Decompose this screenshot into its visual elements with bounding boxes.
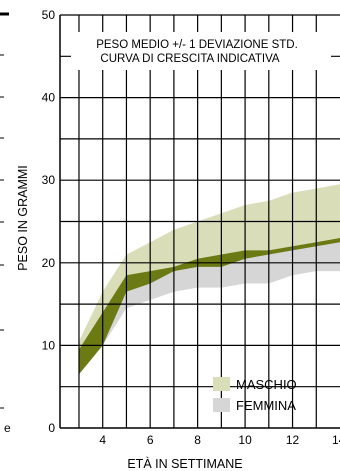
legend-swatch-femmina: [213, 398, 230, 412]
legend: MASCHIO FEMMINA: [213, 377, 297, 413]
x-axis-title: ETÀ IN SETTIMANE: [127, 456, 242, 471]
axes: [59, 14, 340, 429]
grid: [60, 15, 340, 428]
maschio-mean-band: [79, 238, 340, 375]
edge-fragment-text: e: [4, 421, 11, 435]
annotation-background: [71, 32, 331, 70]
legend-label-maschio: MASCHIO: [236, 377, 297, 392]
y-tick-label: 0: [48, 421, 55, 435]
annotation-line-1: PESO MEDIO +/- 1 DEVIAZIONE STD.: [96, 39, 298, 51]
plot-area: [79, 184, 340, 375]
x-tick-label: 10: [238, 433, 252, 447]
y-axis-title: PESO IN GRAMMI: [16, 165, 30, 271]
y-tick-label: 20: [42, 256, 56, 270]
x-tick-label: 6: [147, 433, 154, 447]
annotation: PESO MEDIO +/- 1 DEVIAZIONE STD. CURVA D…: [71, 32, 331, 70]
x-tick-label: 4: [99, 433, 106, 447]
tick-labels: 0 10 20 30 40 50 4 6 8 10 12 14: [42, 8, 340, 447]
left-edge-fragments: e: [0, 12, 11, 435]
femmina-sd-band: [79, 242, 340, 375]
legend-swatch-maschio: [213, 377, 230, 391]
y-tick-label: 40: [42, 91, 56, 105]
x-tick-label-partial: 14: [332, 433, 340, 447]
x-tick-label: 8: [194, 433, 201, 447]
y-tick-label: 30: [42, 173, 56, 187]
y-tick-label: 10: [42, 338, 56, 352]
annotation-line-2: CURVA DI CRESCITA INDICATIVA: [100, 53, 279, 65]
legend-label-femmina: FEMMINA: [236, 398, 296, 413]
y-tick-label: 50: [42, 8, 56, 22]
maschio-sd-band: [79, 184, 340, 375]
x-tick-label: 12: [286, 433, 300, 447]
